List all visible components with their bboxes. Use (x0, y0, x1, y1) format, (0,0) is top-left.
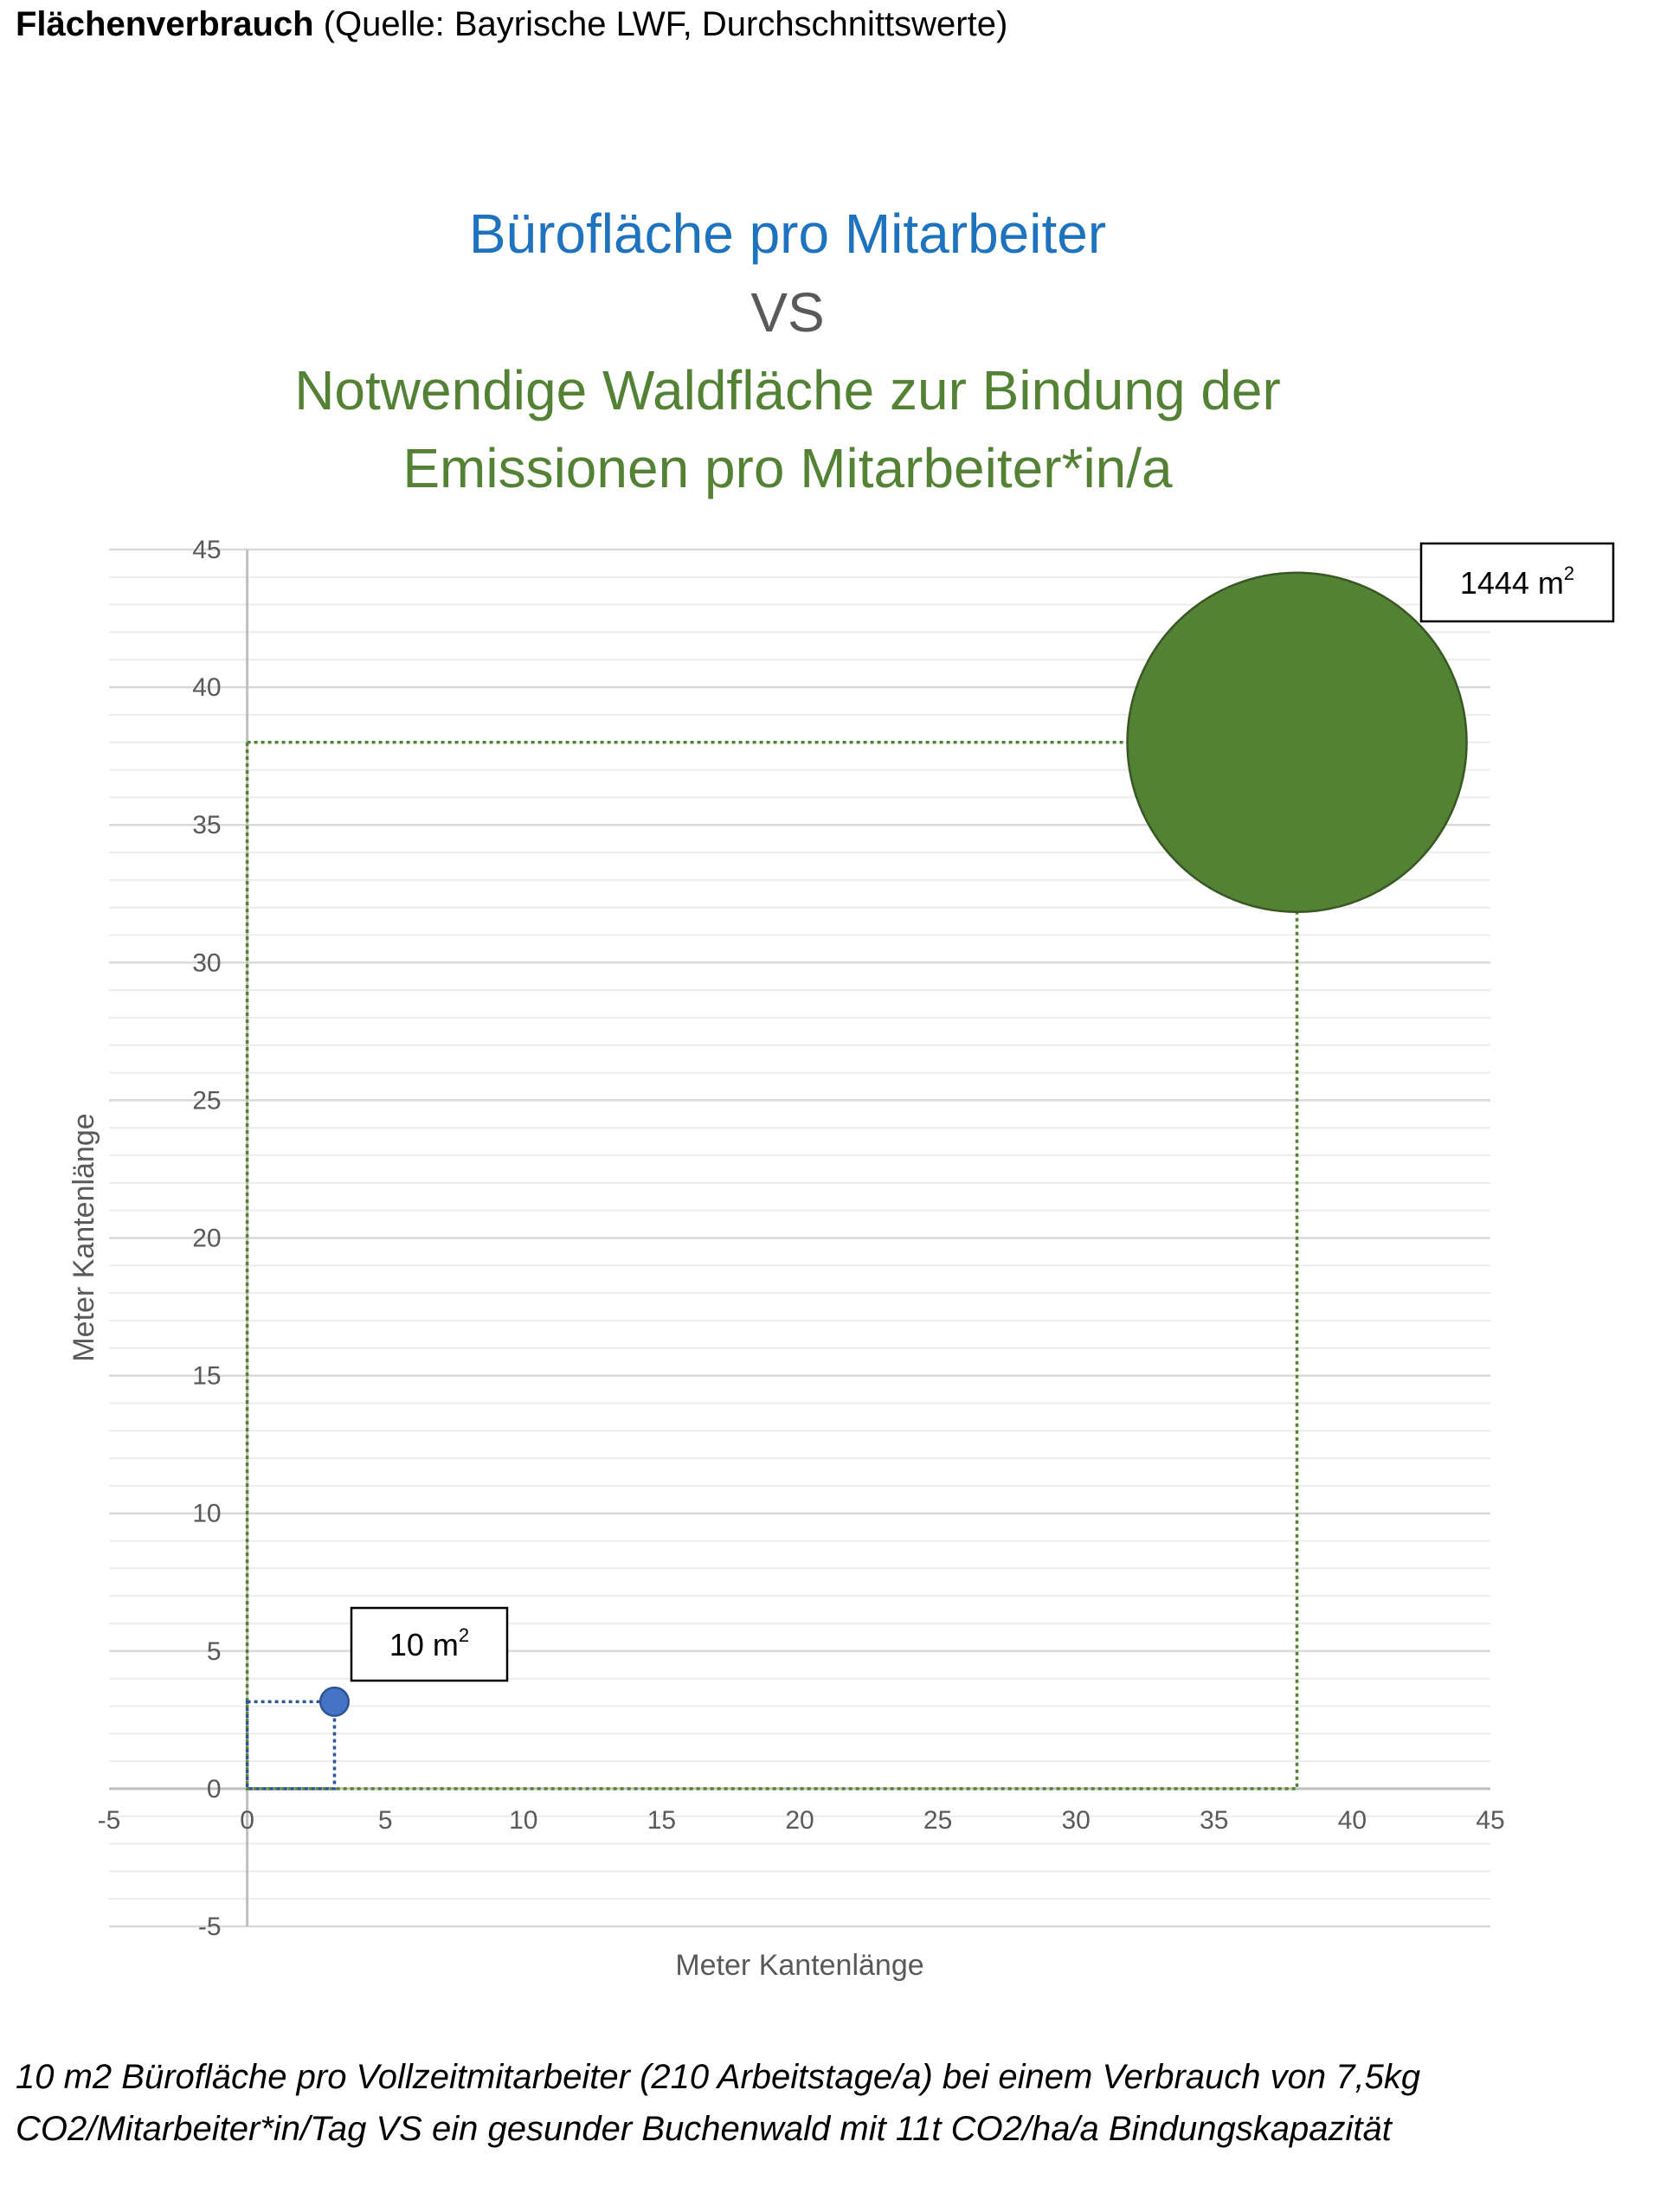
y-tick-labels: -5 0 5 10 15 20 25 30 35 40 45 (192, 536, 221, 1941)
y-tick-label: -5 (198, 1913, 222, 1941)
x-tick-label: 45 (1476, 1806, 1504, 1835)
office-bubble (318, 1686, 351, 1717)
chart-title-line-3: Notwendige Waldfläche zur Bindung der (294, 359, 1281, 421)
y-tick-label: 15 (192, 1362, 221, 1391)
x-tick-label: 40 (1338, 1806, 1367, 1835)
x-tick-label: 25 (923, 1806, 952, 1835)
y-tick-label: 5 (207, 1637, 222, 1666)
forest-callout-box (1419, 542, 1615, 623)
area-squares (245, 740, 1299, 1791)
x-tick-label: 5 (378, 1806, 393, 1835)
x-axis-title: Meter Kantenlänge (675, 1949, 923, 1982)
chart-title-line-2: VS (750, 281, 825, 344)
footnote: 10 m2 Bürofläche pro Vollzeitmitarbeiter… (16, 2051, 1643, 2155)
y-tick-label: 40 (192, 673, 221, 702)
forest-area-square (245, 740, 1299, 1791)
bubble-chart: -5 0 5 10 15 20 25 30 35 40 45 -5 0 5 10 15 20 25 30 35 40 4… (68, 536, 1615, 1982)
chart-title-line-1: Bürofläche pro Mitarbeiter (468, 203, 1107, 265)
y-tick-label: 30 (192, 948, 221, 977)
y-axis-title: Meter Kantenlänge (68, 1113, 100, 1361)
office-callout-label: 10 m2 (389, 1624, 469, 1662)
forest-callout-label: 1444 m2 (1460, 563, 1574, 601)
page-header: Flächenverbrauch (Quelle: Bayrische LWF,… (16, 5, 1007, 44)
x-tick-label: -5 (98, 1806, 121, 1835)
footnote-line-2: CO2/Mitarbeiter*in/Tag VS ein gesunder B… (16, 2110, 1392, 2148)
y-tick-label: 0 (207, 1775, 222, 1804)
x-tick-label: 15 (647, 1806, 676, 1835)
data-callouts: 10 m2 1444 m2 (350, 542, 1615, 1682)
y-tick-label: 45 (192, 536, 221, 564)
office-callout-box (350, 1606, 509, 1682)
x-tick-label: 0 (240, 1806, 254, 1835)
x-tick-label: 20 (785, 1806, 814, 1835)
y-tick-label: 10 (192, 1500, 221, 1528)
x-tick-labels: -5 0 5 10 15 20 25 30 35 40 45 (98, 1806, 1505, 1835)
y-tick-label: 25 (192, 1086, 221, 1115)
chart-title-line-4: Emissionen pro Mitarbeiter*in/a (402, 437, 1173, 499)
y-tick-label: 35 (192, 811, 221, 839)
header-title: Flächenverbrauch (16, 5, 314, 43)
forest-bubble (1126, 571, 1468, 913)
x-tick-label: 30 (1062, 1806, 1091, 1835)
footnote-line-1: 10 m2 Bürofläche pro Vollzeitmitarbeiter… (16, 2058, 1421, 2096)
bubbles (318, 571, 1468, 1717)
x-tick-label: 35 (1200, 1806, 1228, 1835)
y-tick-label: 20 (192, 1225, 221, 1253)
x-tick-label: 10 (509, 1806, 537, 1835)
office-area-square (245, 1700, 337, 1791)
header-source: (Quelle: Bayrische LWF, Durchschnittswer… (313, 5, 1008, 43)
